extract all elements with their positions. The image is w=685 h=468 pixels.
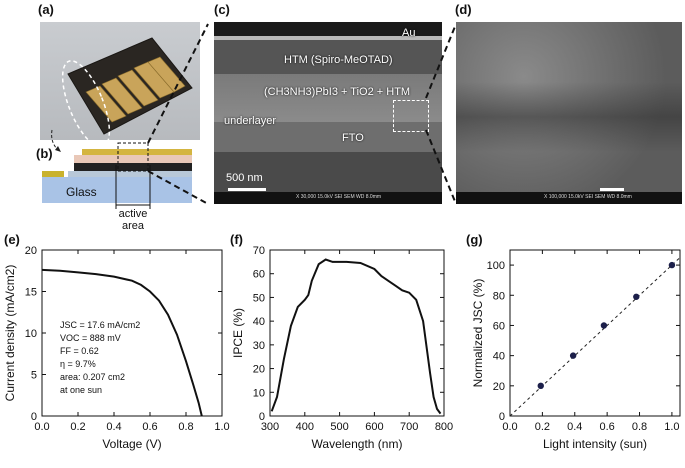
- x-tick-label: 0.6: [142, 421, 157, 433]
- x-tick-label: 0.2: [535, 421, 550, 433]
- y-tick-label: 40: [253, 316, 265, 328]
- zoom-box-c: [393, 100, 429, 132]
- x-tick-label: 0.6: [599, 421, 614, 433]
- x-tick-label: 400: [296, 421, 314, 433]
- y-tick-label: 0: [259, 411, 265, 423]
- panel-label-d: (d): [455, 2, 472, 17]
- sem-footer-c: X 30,000 15.0kV SEI SEM WD 8.0mm: [296, 194, 382, 200]
- x-tick-label: 0.4: [106, 421, 121, 433]
- y-tick-label: 10: [25, 328, 37, 340]
- annotation-text: at one sun: [60, 385, 102, 395]
- chart-area: 0.0 0.2 0.4 0.6 0.8 1.0 0 5 10 15 20 Voltage (V) Cur…: [3, 245, 681, 451]
- x-tick-label: 0.4: [567, 421, 582, 433]
- plot-frame: [509, 249, 681, 417]
- y-tick-label: 100: [487, 260, 505, 272]
- sem-footer-d: X 100,000 15.0kV SEI SEM WD 8.0mm: [544, 194, 632, 200]
- x-axis-label: Wavelength (nm): [312, 437, 403, 451]
- sem-high-magnification: X 100,000 15.0kV SEI SEM WD 8.0mm: [456, 22, 682, 204]
- x-tick-label: 0.0: [502, 421, 517, 433]
- data-point: [569, 352, 577, 359]
- x-tick-label: 600: [365, 421, 383, 433]
- data-point: [633, 293, 640, 300]
- plot-frame: [269, 249, 445, 417]
- y-tick-label: 40: [493, 351, 505, 363]
- y-tick-label: 5: [31, 370, 37, 382]
- zoom-lines-b-to-c: [147, 23, 209, 205]
- y-tick-label: 60: [253, 269, 265, 281]
- y-axis-label: Normalized JSC (%): [471, 279, 485, 388]
- scale-bar-label-c: 500 nm: [226, 172, 263, 184]
- x-tick-label: 0.8: [178, 421, 193, 433]
- x-tick-label: 1.0: [214, 421, 229, 433]
- scale-bar-d: [600, 188, 624, 191]
- y-tick-label: 20: [25, 245, 37, 257]
- annotation-text: area: 0.207 cm2: [60, 372, 125, 382]
- y-tick-label: 60: [493, 320, 505, 332]
- x-tick-label: 0.0: [34, 421, 49, 433]
- x-tick-label: 800: [435, 421, 453, 433]
- photo-to-schematic-arrow: [51, 129, 61, 152]
- annotation-text: η = 9.7%: [60, 359, 96, 369]
- panel-label-g: (g): [466, 232, 483, 247]
- fto-layer: [68, 171, 192, 177]
- active-area-label: active area: [118, 208, 148, 232]
- chart-jv-curve: 0.0 0.2 0.4 0.6 0.8 1.0 0 5 10 15 20 Voltage (V) Cur…: [3, 245, 230, 451]
- data-point: [600, 322, 608, 329]
- data-point: [537, 382, 544, 390]
- annotation-text: FF = 0.62: [60, 346, 99, 356]
- y-axis-label: IPCE (%): [231, 308, 245, 358]
- y-tick-label: 15: [25, 287, 37, 299]
- y-tick-label: 0: [31, 411, 37, 423]
- panel-label-f: (f): [230, 232, 243, 247]
- panel-label-a: (a): [38, 2, 54, 17]
- zoom-lines-c-to-d: [425, 23, 457, 205]
- fit-line: [509, 257, 681, 417]
- gold-layer: [82, 149, 192, 155]
- y-tick-label: 30: [253, 340, 265, 352]
- y-tick-label: 0: [499, 411, 505, 423]
- x-axis-label: Light intensity (sun): [543, 437, 647, 451]
- annotation-text: VOC = 888 mV: [60, 333, 121, 343]
- y-tick-label: 20: [253, 364, 265, 376]
- absorber-layer: [74, 163, 192, 171]
- y-tick-label: 20: [493, 381, 505, 393]
- device-photo-drawing: [61, 37, 193, 140]
- panel-label-b: (b): [36, 146, 53, 161]
- layer-label-underlayer: underlayer: [224, 115, 276, 127]
- panel-label-c: (c): [214, 2, 230, 17]
- glass-label: Glass: [66, 185, 97, 199]
- scale-bar-c: [228, 188, 266, 191]
- data-line: [41, 268, 203, 417]
- zoom-box-b: [117, 142, 149, 172]
- x-axis-label: Voltage (V): [102, 437, 161, 451]
- layer-label-fto: FTO: [342, 132, 364, 144]
- annotation-text: JSC = 17.6 mA/cm2: [60, 320, 140, 330]
- chart-ipce: 300 400 500 600 700 800 0 10 20 30 40 50 60 70 Wavelen…: [231, 245, 453, 451]
- x-tick-label: 300: [261, 421, 279, 433]
- x-tick-label: 500: [330, 421, 348, 433]
- device-photo: [40, 22, 200, 140]
- data-line: [270, 258, 442, 415]
- x-tick-label: 700: [400, 421, 418, 433]
- y-tick-label: 10: [253, 387, 265, 399]
- x-tick-label: 1.0: [664, 421, 679, 433]
- y-tick-label: 70: [253, 245, 265, 257]
- layer-label-absorber: (CH3NH3)PbI3 + TiO2 + HTM: [264, 86, 411, 98]
- x-tick-label: 0.2: [70, 421, 85, 433]
- y-tick-label: 50: [253, 292, 265, 304]
- layer-label-htm: HTM (Spiro-MeOTAD): [284, 54, 393, 66]
- y-axis-label: Current density (mA/cm2): [3, 265, 17, 402]
- layer-label-au: Au: [402, 27, 416, 39]
- data-point: [668, 261, 676, 269]
- sem-cross-section: Au HTM (Spiro-MeOTAD) (CH3NH3)PbI3 + TiO…: [214, 22, 442, 204]
- panel-label-e: (e): [4, 232, 20, 247]
- x-tick-label: 0.8: [632, 421, 647, 433]
- left-contact: [42, 171, 64, 177]
- y-tick-label: 80: [493, 290, 505, 302]
- chart-jsc-vs-intensity: 0.0 0.2 0.4 0.6 0.8 1.0 0 20 40 60 80 100 Light inte…: [471, 249, 681, 451]
- htm-layer: [74, 155, 192, 163]
